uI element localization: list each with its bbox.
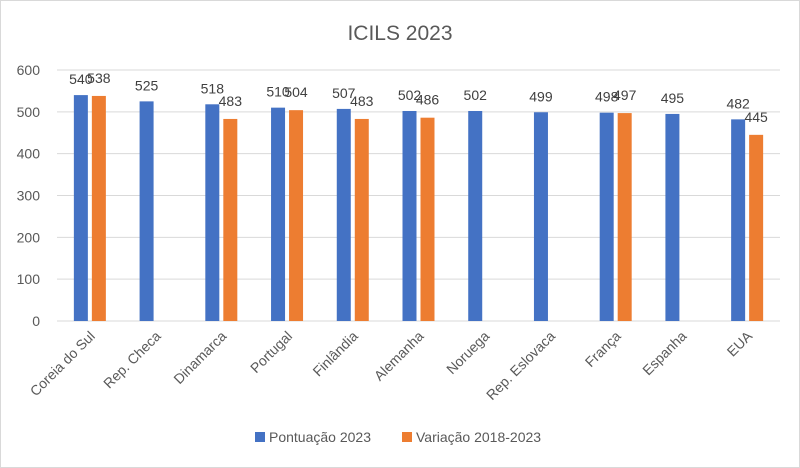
bar-pontuacao-eua — [731, 119, 746, 321]
data-label-pontuacao-portugal: 510 — [266, 84, 290, 100]
x-tick-label-coreia-do-sul: Coreia do Sul — [27, 328, 98, 399]
data-label-pontuacao-finl-ndia: 507 — [332, 85, 356, 101]
x-tick-label-rep-checa: Rep. Checa — [100, 328, 164, 392]
bar-variacao-alemanha — [420, 117, 435, 321]
data-label-pontuacao-dinamarca: 518 — [201, 80, 225, 96]
x-tick-label-fran-a: França — [582, 328, 624, 370]
data-label-pontuacao-rep-checa: 525 — [135, 77, 159, 93]
legend: Pontuação 2023 Variação 2018-2023 — [255, 429, 541, 445]
x-tick-label-alemanha: Alemanha — [371, 328, 427, 384]
bar-variacao-finl-ndia — [354, 118, 369, 321]
x-tick-label-dinamarca: Dinamarca — [170, 328, 229, 387]
bar-variacao-dinamarca — [223, 118, 238, 321]
x-axis-ticks: Coreia do Sul Rep. Checa Dinamarca Portugal… — [27, 327, 756, 403]
gridlines — [57, 69, 780, 322]
bars — [73, 95, 764, 322]
data-label-pontuacao-espanha: 495 — [661, 90, 685, 106]
y-tick-label-300: 300 — [17, 188, 41, 204]
data-label-variacao-coreia-do-sul: 538 — [87, 70, 111, 86]
x-tick-label-eua: EUA — [724, 327, 756, 359]
data-label-pontuacao-noruega: 502 — [464, 87, 488, 103]
bar-pontuacao-coreia-do-sul — [73, 95, 88, 321]
data-label-variacao-eua: 445 — [744, 109, 768, 125]
bar-pontuacao-espanha — [665, 113, 680, 321]
legend-swatch-variacao — [402, 432, 412, 442]
y-tick-label-400: 400 — [17, 146, 41, 162]
data-label-pontuacao-rep-eslovaca: 499 — [529, 88, 553, 104]
data-label-variacao-dinamarca: 483 — [219, 93, 243, 109]
y-tick-label-100: 100 — [17, 271, 41, 287]
bar-pontuacao-rep-eslovaca — [533, 112, 548, 321]
y-tick-label-500: 500 — [17, 104, 41, 120]
bar-pontuacao-rep-checa — [139, 101, 154, 321]
x-tick-label-rep-eslovaca: Rep. Eslovaca — [483, 328, 558, 403]
y-axis-ticks: 0 100 200 300 400 500 600 — [17, 62, 41, 329]
data-label-variacao-finl-ndia: 483 — [350, 93, 374, 109]
x-tick-label-espanha: Espanha — [639, 328, 690, 379]
data-label-variacao-fran-a: 497 — [613, 87, 637, 103]
x-tick-label-finl-ndia: Finlândia — [309, 328, 361, 380]
x-tick-label-noruega: Noruega — [443, 328, 492, 377]
y-tick-label-600: 600 — [17, 62, 41, 78]
chart-title: ICILS 2023 — [347, 22, 452, 45]
data-label-pontuacao-eua: 482 — [726, 95, 750, 111]
bar-pontuacao-fran-a — [599, 112, 614, 321]
data-label-pontuacao-coreia-do-sul: 540 — [69, 71, 93, 87]
bar-variacao-eua — [749, 134, 764, 321]
bar-pontuacao-finl-ndia — [336, 108, 351, 321]
data-label-pontuacao-alemanha: 502 — [398, 87, 422, 103]
bar-pontuacao-noruega — [468, 110, 483, 321]
bar-pontuacao-alemanha — [402, 110, 417, 321]
data-label-pontuacao-fran-a: 498 — [595, 89, 619, 105]
bar-variacao-portugal — [289, 110, 304, 321]
bar-variacao-fran-a — [617, 113, 632, 321]
y-tick-label-0: 0 — [32, 313, 40, 329]
legend-label-pontuacao: Pontuação 2023 — [269, 429, 371, 445]
bar-pontuacao-portugal — [271, 107, 286, 322]
y-tick-label-200: 200 — [17, 229, 41, 245]
bar-pontuacao-dinamarca — [205, 104, 220, 321]
data-label-variacao-alemanha: 486 — [416, 92, 440, 108]
x-tick-label-portugal: Portugal — [247, 328, 295, 376]
data-label-variacao-portugal: 504 — [284, 84, 308, 100]
bar-variacao-coreia-do-sul — [91, 95, 106, 321]
legend-label-variacao: Variação 2018-2023 — [416, 429, 541, 445]
legend-swatch-pontuacao — [255, 432, 265, 442]
